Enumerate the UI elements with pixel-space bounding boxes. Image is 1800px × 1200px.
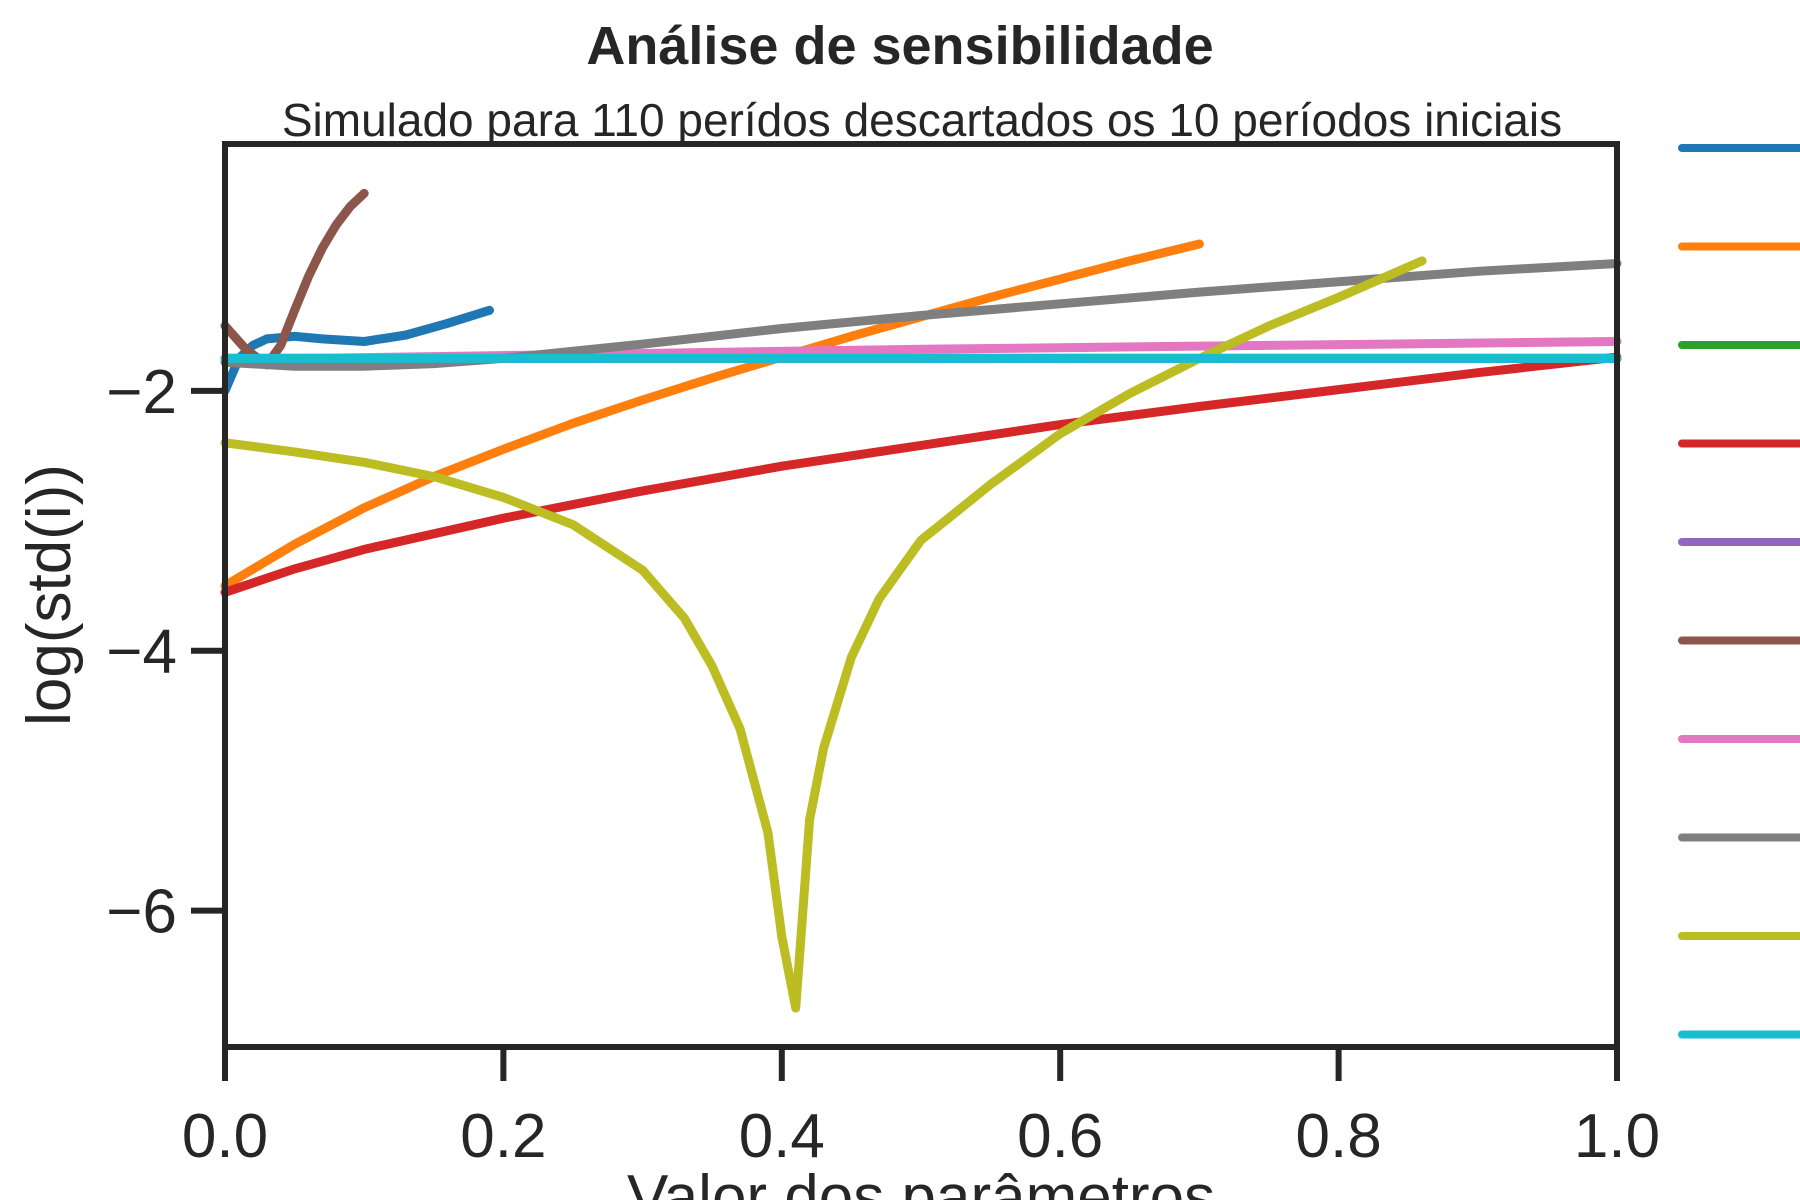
series-line-4 [220, 352, 1622, 597]
series-line-8 [220, 259, 1622, 371]
series-line-9 [220, 256, 1427, 1013]
x-tick-label: 0.2 [460, 1102, 546, 1171]
chart-title: Análise de sensibilidade [586, 16, 1213, 76]
x-tick-label: 1.0 [1574, 1102, 1660, 1171]
chart-subtitle: Simulado para 110 perídos descartados os… [282, 94, 1562, 146]
series-layer [220, 188, 1622, 1013]
x-tick-label: 0.0 [182, 1102, 268, 1171]
x-tick-label: 0.8 [1295, 1102, 1381, 1171]
y-axis-label: log(std(i)) [15, 464, 84, 726]
x-axis-label: Valor dos parâmetros [627, 1163, 1215, 1200]
x-tick-label: 0.4 [739, 1102, 825, 1171]
plot-frame [222, 141, 1620, 1050]
ticks-layer: 0.0 0.2 0.4 0.6 0.8 1.0 −2 −4 −6 [106, 358, 1660, 1171]
series-line-1 [220, 305, 494, 396]
series-line-2 [220, 239, 1204, 591]
y-tick-label: −2 [106, 358, 177, 427]
y-tick-label: −4 [106, 618, 177, 687]
y-tick-label: −6 [106, 878, 177, 947]
x-tick-label: 0.6 [1017, 1102, 1103, 1171]
legend-layer [1678, 144, 1800, 1039]
